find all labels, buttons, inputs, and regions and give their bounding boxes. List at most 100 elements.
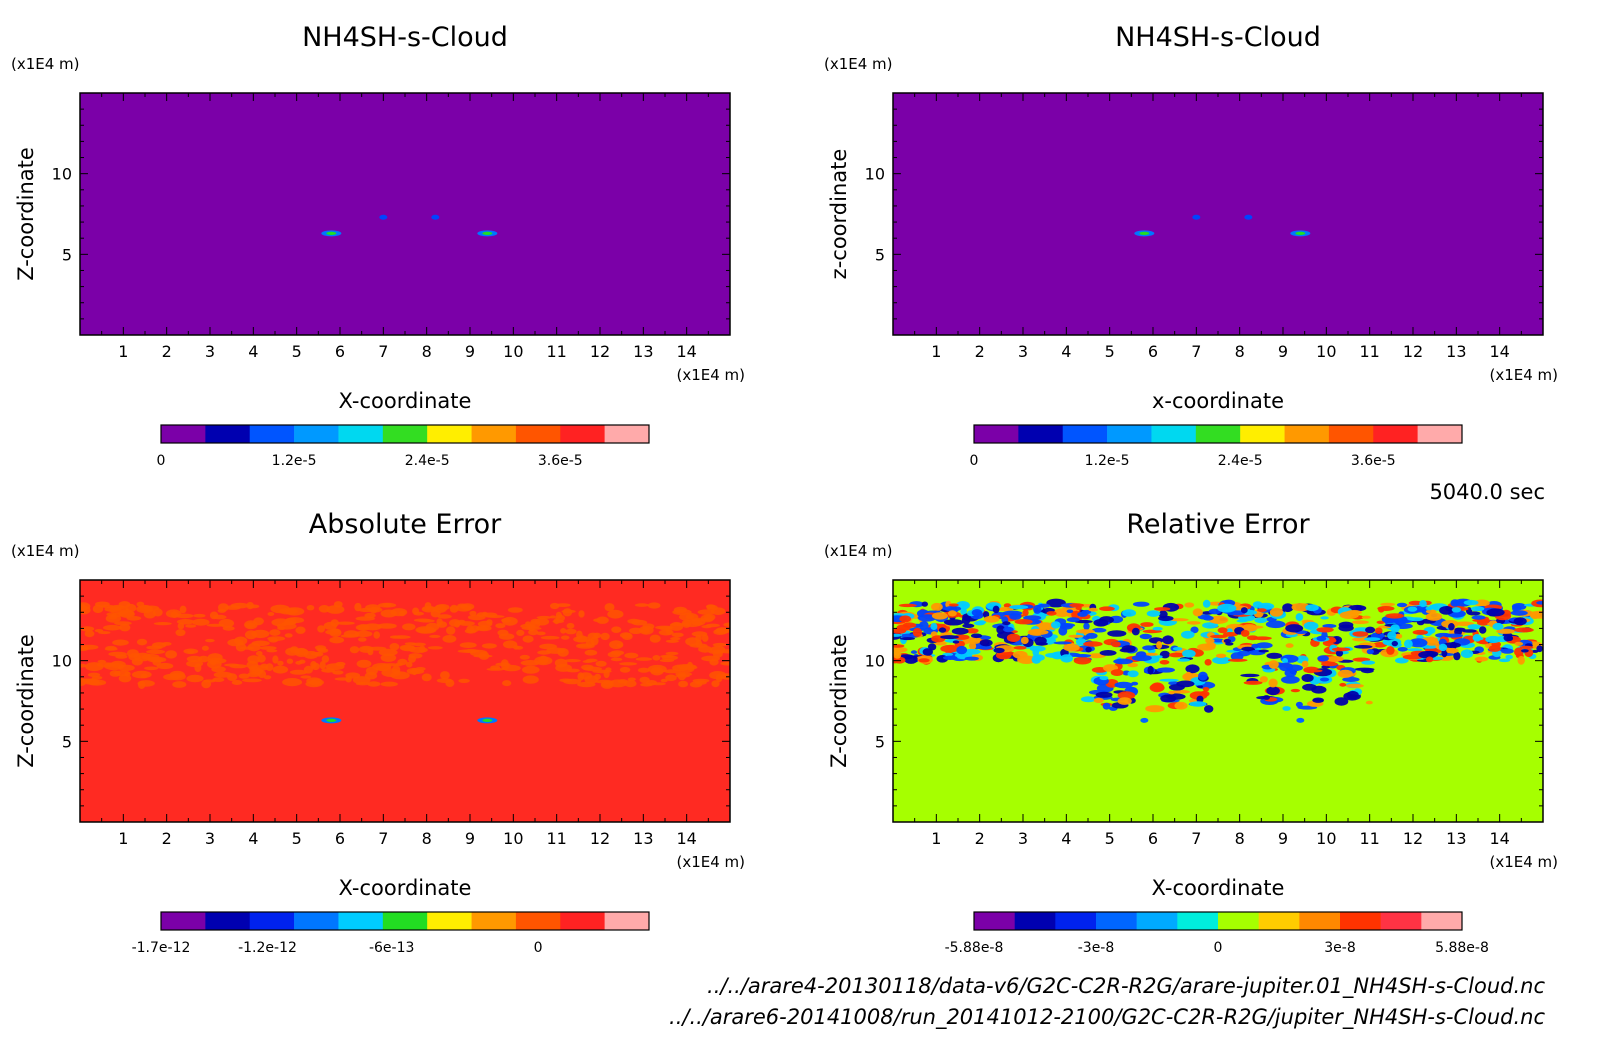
noise-patch [1265, 620, 1286, 629]
noise-patch [458, 619, 466, 624]
noise-patch [1514, 647, 1524, 657]
noise-patch [1498, 658, 1511, 663]
noise-patch [976, 620, 987, 625]
x-tick-label: 4 [248, 342, 258, 361]
colorbar-swatch [974, 425, 1019, 443]
x-tick-label: 13 [633, 829, 653, 848]
noise-patch [1003, 603, 1012, 608]
noise-patch [354, 602, 362, 612]
noise-patch [1127, 662, 1138, 668]
noise-patch [459, 642, 477, 648]
noise-patch [1111, 641, 1121, 648]
chart-panel-2: NH4SH-s-Cloud(x1E4 m)1 2 3 4 5 6 7 8 9 10 11 12 13 14… [824, 22, 1558, 469]
noise-patch [1066, 617, 1080, 623]
noise-patch [446, 626, 456, 635]
chart-title: NH4SH-s-Cloud [302, 22, 508, 53]
noise-patch [165, 650, 178, 659]
colorbar-frame [973, 424, 1463, 444]
noise-patch [422, 607, 442, 611]
noise-patch [896, 624, 911, 631]
noise-patch [953, 634, 970, 640]
x-axis-label: x-coordinate [1152, 389, 1284, 413]
noise-patch [408, 653, 423, 659]
noise-patch [995, 651, 1012, 660]
noise-patch [540, 635, 560, 640]
noise-patch [1197, 685, 1204, 689]
noise-patch [172, 681, 187, 688]
noise-patch [555, 603, 571, 607]
noise-patch [893, 633, 903, 637]
colorbar-swatch [1328, 425, 1374, 443]
plot-background [893, 93, 1543, 335]
noise-patch [118, 610, 135, 618]
noise-patch [593, 632, 602, 639]
noise-patch [247, 672, 261, 678]
noise-patch [1142, 645, 1156, 651]
noise-patch [284, 617, 297, 626]
noise-patch [1503, 634, 1513, 642]
noise-patch [637, 667, 650, 673]
noise-patch [641, 627, 650, 634]
noise-patch [573, 636, 591, 643]
noise-patch [1168, 690, 1175, 695]
noise-patch [481, 611, 488, 617]
noise-patch [231, 680, 243, 685]
x-tick-label: 13 [633, 342, 653, 361]
noise-patch [711, 680, 720, 688]
colorbar-swatch [471, 425, 517, 443]
x-unit-label: (x1E4 m) [1489, 853, 1558, 871]
noise-patch [234, 636, 248, 646]
noise-patch [1428, 604, 1438, 610]
noise-patch [961, 615, 971, 625]
noise-patch [1394, 633, 1403, 639]
colorbar-tick-label: 0 [534, 940, 543, 956]
noise-patch [1059, 623, 1073, 630]
noise-patch [1338, 621, 1354, 629]
noise-patch [211, 666, 226, 673]
noise-patch [1085, 632, 1098, 639]
noise-patch [1237, 650, 1251, 657]
noise-patch [152, 642, 167, 649]
noise-patch [1408, 638, 1428, 648]
noise-patch [244, 630, 258, 640]
noise-patch [921, 601, 928, 607]
noise-patch [222, 626, 235, 631]
noise-patch [594, 673, 601, 680]
chart-panel-3: Absolute Error(x1E4 m)1 2 3 4 5 6 7 8 9 10 11 12 13 1… [11, 509, 745, 956]
noise-patch [1051, 621, 1061, 629]
noise-patch [286, 658, 294, 664]
noise-patch [681, 619, 692, 628]
noise-patch [207, 653, 223, 662]
noise-patch [698, 645, 713, 653]
cloud-fleck [1192, 214, 1201, 220]
noise-patch [1519, 645, 1534, 650]
chart-title: NH4SH-s-Cloud [1115, 22, 1321, 53]
noise-patch [584, 649, 598, 656]
noise-patch [210, 659, 217, 666]
plot-area [80, 93, 730, 335]
y-unit-label: (x1E4 m) [11, 55, 80, 73]
noise-patch [665, 651, 679, 656]
noise-patch [80, 602, 91, 611]
colorbar-frame [160, 911, 650, 931]
noise-patch [259, 646, 277, 650]
noise-patch [1022, 609, 1029, 617]
noise-patch [1088, 607, 1098, 612]
noise-patch [634, 603, 650, 607]
noise-patch [294, 648, 309, 657]
colorbar: -1.7e-12 -1.2e-12 -6e-13 0 [132, 911, 650, 956]
noise-patch [1312, 697, 1324, 703]
noise-patch [1034, 636, 1047, 646]
noise-patch [373, 631, 381, 639]
noise-patch [267, 612, 275, 616]
noise-patch [1227, 658, 1248, 662]
noise-patch [137, 680, 155, 687]
noise-field [893, 598, 1543, 713]
noise-patch [1397, 619, 1413, 624]
noise-patch [1282, 658, 1288, 664]
cloud-fleck [1140, 717, 1149, 723]
noise-patch [235, 642, 247, 652]
noise-patch [377, 623, 397, 629]
colorbar-swatch [560, 912, 605, 930]
